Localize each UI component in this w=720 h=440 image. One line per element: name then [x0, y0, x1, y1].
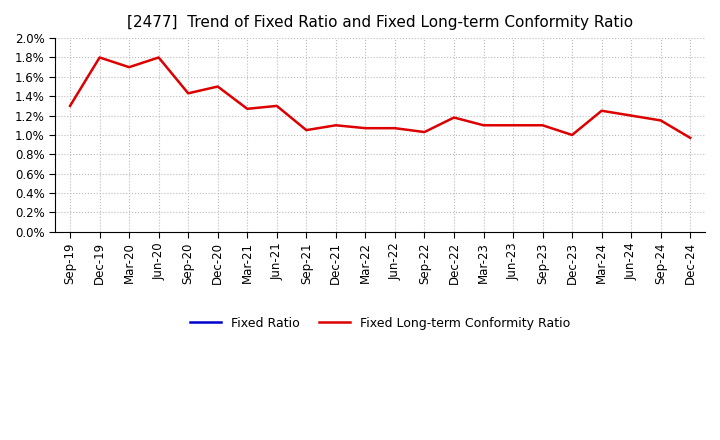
Fixed Long-term Conformity Ratio [686, 135, 695, 140]
Fixed Long-term Conformity Ratio [243, 106, 251, 111]
Fixed Long-term Conformity Ratio [361, 125, 369, 131]
Fixed Long-term Conformity Ratio [154, 55, 163, 60]
Legend: Fixed Ratio, Fixed Long-term Conformity Ratio: Fixed Ratio, Fixed Long-term Conformity … [185, 312, 575, 335]
Fixed Long-term Conformity Ratio [302, 128, 310, 133]
Fixed Long-term Conformity Ratio [539, 123, 547, 128]
Line: Fixed Long-term Conformity Ratio: Fixed Long-term Conformity Ratio [70, 58, 690, 138]
Fixed Long-term Conformity Ratio [95, 55, 104, 60]
Fixed Long-term Conformity Ratio [598, 108, 606, 114]
Fixed Long-term Conformity Ratio [657, 118, 665, 123]
Fixed Long-term Conformity Ratio [480, 123, 488, 128]
Fixed Long-term Conformity Ratio [627, 113, 636, 118]
Fixed Long-term Conformity Ratio [390, 125, 399, 131]
Fixed Long-term Conformity Ratio [66, 103, 74, 109]
Fixed Long-term Conformity Ratio [420, 129, 429, 135]
Fixed Long-term Conformity Ratio [568, 132, 577, 138]
Fixed Long-term Conformity Ratio [509, 123, 518, 128]
Fixed Long-term Conformity Ratio [125, 65, 133, 70]
Fixed Long-term Conformity Ratio [272, 103, 281, 109]
Fixed Long-term Conformity Ratio [450, 115, 459, 120]
Fixed Long-term Conformity Ratio [331, 123, 340, 128]
Title: [2477]  Trend of Fixed Ratio and Fixed Long-term Conformity Ratio: [2477] Trend of Fixed Ratio and Fixed Lo… [127, 15, 633, 30]
Fixed Long-term Conformity Ratio [184, 91, 192, 96]
Fixed Long-term Conformity Ratio [213, 84, 222, 89]
